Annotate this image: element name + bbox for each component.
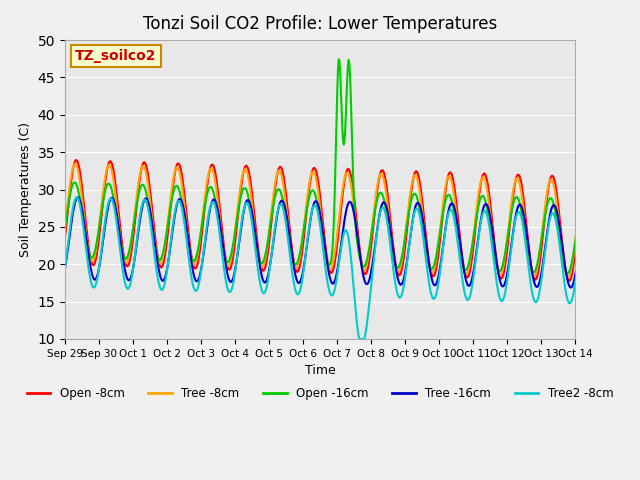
Open -16cm (61, 224, 69, 230)
Open -16cm (335, 56, 342, 62)
Tree -8cm (598, 276, 605, 281)
Line: Open -8cm: Open -8cm (65, 160, 609, 282)
Tree2 -8cm (73, 194, 81, 200)
Tree -16cm (394, 275, 401, 281)
Open -16cm (394, 265, 401, 271)
Line: Tree -16cm: Tree -16cm (65, 197, 609, 288)
Tree2 -8cm (355, 336, 363, 342)
Title: Tonzi Soil CO2 Profile: Lower Temperatures: Tonzi Soil CO2 Profile: Lower Temperatur… (143, 15, 497, 33)
Open -16cm (252, 241, 260, 247)
Open -16cm (424, 259, 432, 264)
Tree -8cm (605, 241, 613, 247)
Open -8cm (424, 252, 432, 258)
X-axis label: Time: Time (305, 364, 335, 377)
Tree -16cm (605, 274, 613, 279)
Tree -8cm (394, 268, 401, 274)
Tree -8cm (125, 251, 133, 256)
Open -8cm (125, 259, 133, 264)
Open -8cm (273, 172, 281, 178)
Open -16cm (273, 189, 280, 195)
Tree -8cm (71, 161, 79, 167)
Tree -8cm (273, 171, 281, 177)
Open -8cm (226, 267, 234, 273)
Tree -16cm (125, 277, 133, 283)
Open -8cm (605, 252, 613, 258)
Open -16cm (605, 242, 613, 248)
Open -8cm (61, 234, 69, 240)
Tree -8cm (424, 257, 432, 263)
Tree -16cm (61, 265, 69, 271)
Tree2 -8cm (61, 264, 69, 270)
Tree -16cm (601, 285, 609, 291)
Tree2 -8cm (425, 279, 433, 285)
Tree -16cm (226, 278, 234, 284)
Tree -16cm (273, 213, 281, 218)
Open -16cm (125, 250, 132, 255)
Tree2 -8cm (605, 282, 613, 288)
Tree -8cm (61, 224, 69, 229)
Tree -8cm (226, 262, 234, 267)
Tree -16cm (424, 255, 432, 261)
Legend: Open -8cm, Tree -8cm, Open -16cm, Tree -16cm, Tree2 -8cm: Open -8cm, Tree -8cm, Open -16cm, Tree -… (22, 383, 618, 405)
Text: TZ_soilco2: TZ_soilco2 (76, 49, 157, 63)
Open -16cm (598, 272, 605, 277)
Tree2 -8cm (125, 284, 133, 289)
Tree2 -8cm (226, 289, 234, 295)
Line: Tree -8cm: Tree -8cm (65, 164, 609, 278)
Tree -16cm (74, 194, 82, 200)
Tree -16cm (253, 240, 260, 245)
Open -8cm (394, 270, 401, 276)
Tree -8cm (253, 240, 260, 246)
Open -8cm (253, 232, 260, 238)
Y-axis label: Soil Temperatures (C): Soil Temperatures (C) (19, 122, 32, 257)
Open -8cm (72, 157, 80, 163)
Line: Open -16cm: Open -16cm (65, 59, 609, 275)
Tree2 -8cm (253, 255, 260, 261)
Open -16cm (225, 258, 233, 264)
Tree2 -8cm (273, 211, 281, 217)
Tree2 -8cm (394, 293, 402, 299)
Open -8cm (600, 279, 607, 285)
Line: Tree2 -8cm: Tree2 -8cm (65, 197, 609, 339)
